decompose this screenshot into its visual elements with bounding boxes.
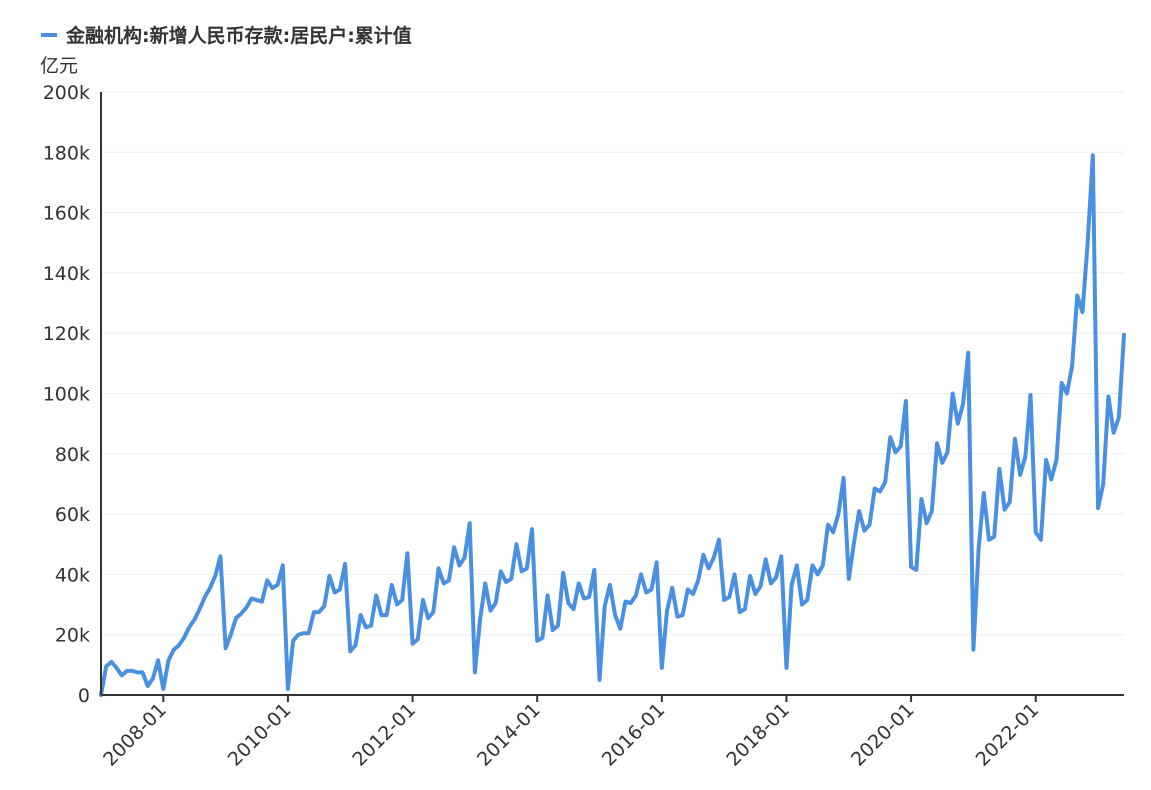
x-tick-label: 2020-01 <box>847 699 919 771</box>
x-tick-label: 2010-01 <box>224 699 296 771</box>
x-tick-label: 2016-01 <box>598 699 670 771</box>
x-tick-label: 2008-01 <box>99 699 171 771</box>
gridlines <box>101 91 1124 636</box>
x-tick-labels: 2008-01 2010-01 2012-01 2014-01 2016-01 2018-… <box>99 699 1043 771</box>
x-tick-label: 2014-01 <box>473 699 545 771</box>
series-group <box>99 153 1126 697</box>
y-tick-label: 100k <box>43 384 90 406</box>
y-tick-label: 0 <box>78 685 90 707</box>
y-tick-label: 60k <box>55 504 90 526</box>
x-tick-label: 2022-01 <box>972 699 1044 771</box>
y-tick-label: 140k <box>43 263 90 285</box>
axes <box>100 92 1124 702</box>
y-tick-labels: 0 20k 40k 60k 80k 100k 120k 140k 160k 180k 200k <box>43 82 90 707</box>
y-axis-unit-label: 亿元 <box>40 55 78 77</box>
x-tick-label: 2018-01 <box>722 699 794 771</box>
x-tick-label: 2012-01 <box>348 699 420 771</box>
legend-swatch <box>41 33 57 37</box>
y-tick-label: 20k <box>55 625 90 647</box>
series-line[interactable] <box>99 153 1126 697</box>
y-tick-label: 160k <box>43 203 90 225</box>
y-tick-label: 80k <box>55 444 90 466</box>
y-tick-label: 40k <box>55 564 90 586</box>
y-tick-label: 200k <box>43 82 90 104</box>
y-tick-label: 120k <box>43 323 90 345</box>
y-tick-label: 180k <box>43 142 90 164</box>
legend-label: 金融机构:新增人民币存款:居民户:累计值 <box>65 24 412 47</box>
legend[interactable]: 金融机构:新增人民币存款:居民户:累计值 <box>41 24 412 47</box>
